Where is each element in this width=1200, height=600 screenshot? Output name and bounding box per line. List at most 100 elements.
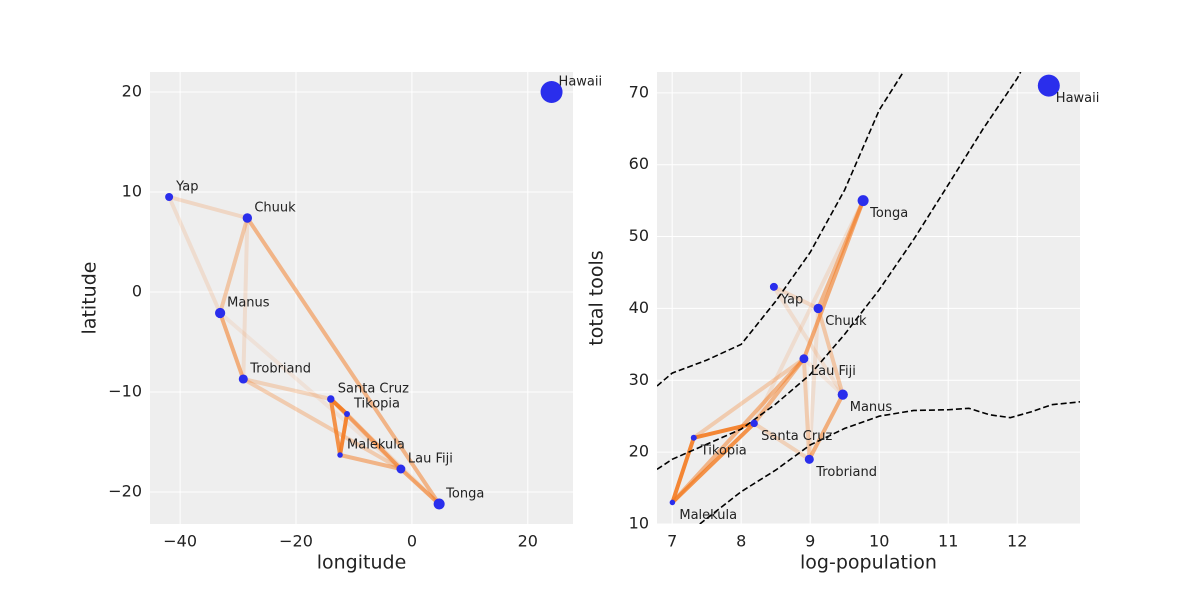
edge bbox=[807, 306, 821, 462]
point-label: Lau Fiji bbox=[811, 364, 856, 379]
point-label: Trobriand bbox=[249, 362, 311, 377]
x-tick-label: 11 bbox=[938, 532, 958, 551]
y-tick-label: 70 bbox=[629, 82, 649, 101]
point bbox=[238, 374, 248, 384]
point-label: Lau Fiji bbox=[408, 452, 453, 467]
point bbox=[813, 303, 823, 314]
edge bbox=[801, 356, 845, 397]
point-label: Tonga bbox=[445, 487, 484, 502]
point bbox=[242, 213, 253, 223]
x-tick-label: −40 bbox=[163, 532, 197, 551]
edge bbox=[218, 311, 246, 381]
point-label: Chuuk bbox=[825, 314, 867, 329]
point bbox=[433, 498, 445, 510]
y-tick-label: 60 bbox=[629, 154, 649, 173]
edge bbox=[338, 412, 350, 457]
point-label: Tonga bbox=[869, 206, 908, 221]
edge bbox=[771, 284, 845, 397]
point-label: Tikopia bbox=[353, 397, 400, 412]
point-label: Yap bbox=[780, 292, 803, 307]
point-label: Hawaii bbox=[559, 75, 603, 90]
edge bbox=[752, 421, 812, 462]
y-tick-label: −20 bbox=[108, 482, 142, 501]
y-tick-label: 20 bbox=[122, 82, 142, 101]
plot-area bbox=[167, 195, 442, 506]
edge bbox=[328, 397, 343, 457]
point-label: Hawaii bbox=[1056, 91, 1100, 106]
y-axis-label: total tools bbox=[586, 250, 608, 345]
interval-curve bbox=[657, 72, 905, 387]
x-tick-label: 7 bbox=[667, 532, 677, 551]
point bbox=[690, 434, 697, 441]
point-label: Chuuk bbox=[254, 201, 296, 216]
y-tick-label: 0 bbox=[132, 282, 142, 301]
y-tick-label: 50 bbox=[629, 226, 649, 245]
edge bbox=[241, 377, 333, 401]
x-tick-label: 12 bbox=[1007, 532, 1027, 551]
point-label: Yap bbox=[175, 180, 198, 195]
x-axis-label: longitude bbox=[317, 552, 407, 574]
x-tick-label: 20 bbox=[518, 532, 538, 551]
x-tick-label: −20 bbox=[279, 532, 313, 551]
point bbox=[337, 452, 343, 458]
edge bbox=[241, 377, 403, 471]
point bbox=[327, 395, 335, 403]
edge bbox=[241, 216, 250, 381]
edge bbox=[752, 356, 806, 426]
edge bbox=[771, 284, 821, 311]
point bbox=[1037, 74, 1060, 97]
point-label: Trobriand bbox=[815, 465, 877, 480]
point bbox=[804, 454, 814, 464]
point-label: Manus bbox=[850, 400, 893, 415]
point-label: Malekula bbox=[679, 508, 737, 523]
point-label: Santa Cruz bbox=[761, 429, 832, 444]
y-tick-label: 30 bbox=[629, 370, 649, 389]
point bbox=[769, 282, 778, 291]
point bbox=[669, 499, 676, 506]
point bbox=[396, 464, 406, 474]
y-tick-label: −10 bbox=[108, 382, 142, 401]
edge bbox=[816, 198, 866, 311]
point bbox=[750, 419, 758, 428]
edge bbox=[218, 216, 250, 315]
x-tick-label: 10 bbox=[869, 532, 889, 551]
point bbox=[344, 411, 351, 417]
y-tick-label: 20 bbox=[629, 442, 649, 461]
plot-area bbox=[657, 72, 1080, 524]
edge bbox=[801, 356, 812, 462]
plot-background bbox=[150, 72, 573, 524]
edge bbox=[807, 392, 845, 462]
point bbox=[837, 389, 848, 400]
y-tick-label: 10 bbox=[629, 514, 649, 533]
interval-curve bbox=[657, 72, 1022, 471]
edge bbox=[245, 216, 442, 506]
x-tick-label: 9 bbox=[805, 532, 815, 551]
edge bbox=[328, 397, 442, 506]
x-axis-label: log-population bbox=[800, 552, 937, 574]
point-label: Tikopia bbox=[700, 443, 747, 458]
edge bbox=[691, 356, 806, 440]
point-label: Malekula bbox=[347, 438, 405, 453]
edge bbox=[670, 435, 696, 505]
point-label: Manus bbox=[227, 296, 270, 311]
y-tick-label: 40 bbox=[629, 298, 649, 317]
edge bbox=[398, 467, 442, 506]
interval-curve bbox=[699, 401, 1080, 524]
point bbox=[165, 193, 174, 201]
point bbox=[214, 307, 226, 319]
point bbox=[799, 354, 809, 364]
edge bbox=[167, 195, 223, 315]
point bbox=[540, 81, 563, 103]
point bbox=[857, 195, 869, 207]
y-axis-label: latitude bbox=[79, 262, 101, 335]
x-tick-label: 8 bbox=[736, 532, 746, 551]
edge bbox=[218, 311, 403, 471]
point-label: Santa Cruz bbox=[338, 382, 409, 397]
y-tick-label: 10 bbox=[122, 182, 142, 201]
edge bbox=[328, 397, 403, 471]
edge bbox=[338, 453, 403, 471]
x-tick-label: 0 bbox=[407, 532, 417, 551]
edge bbox=[752, 198, 866, 426]
edge bbox=[167, 195, 250, 220]
